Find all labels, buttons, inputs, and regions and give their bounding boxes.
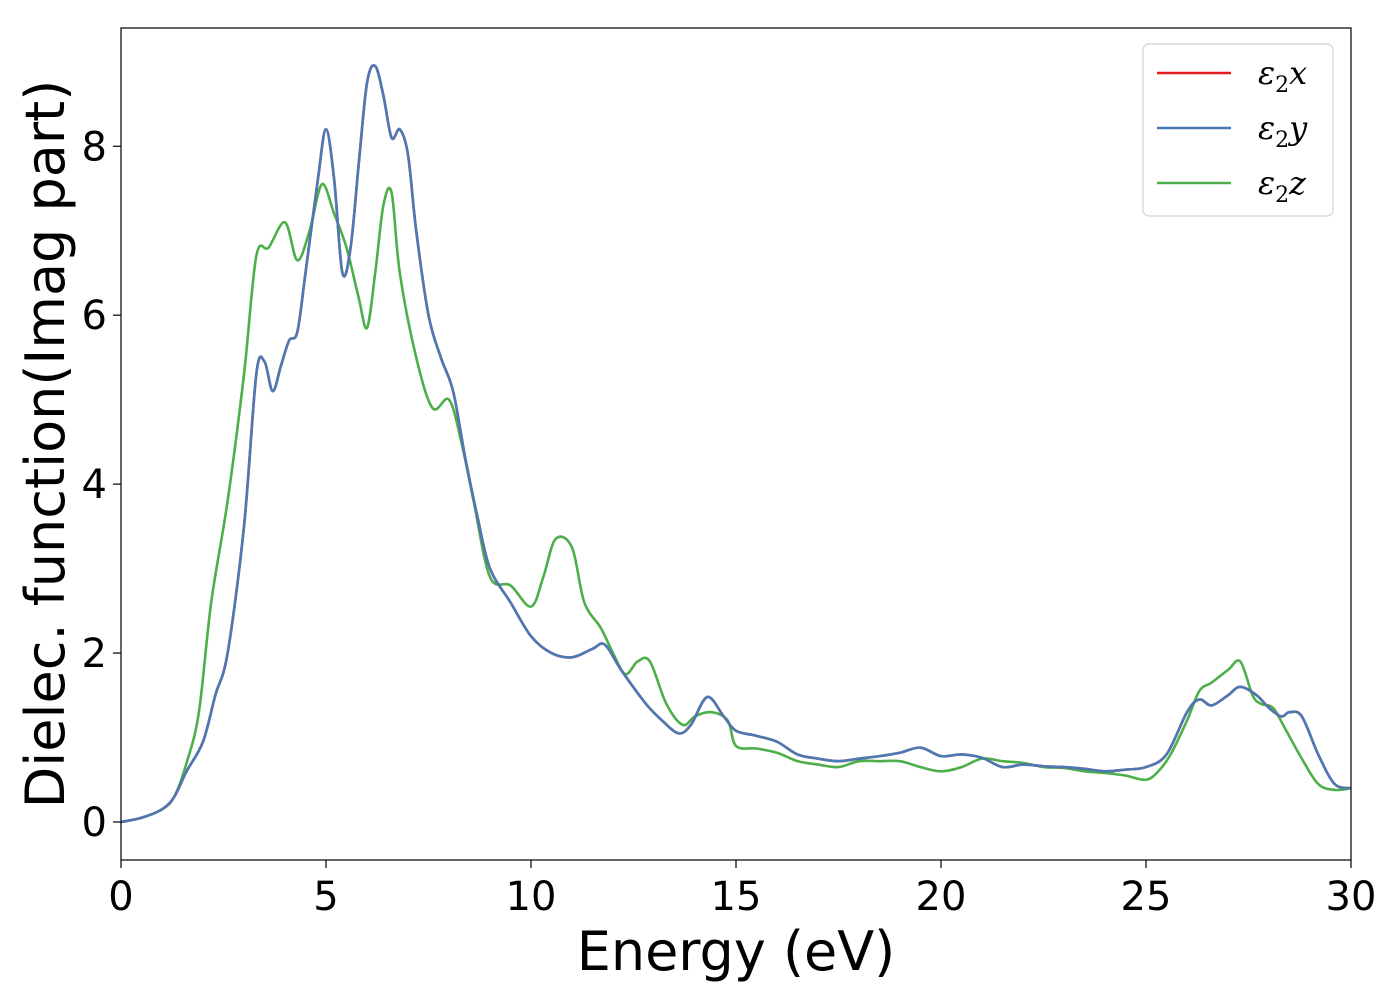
x-tick-label: 20 [916,874,967,920]
legend-label-eps2x: ε2x [1258,54,1307,98]
x-tick-label: 15 [711,874,762,920]
y-tick-label: 8 [82,124,107,170]
y-tick-label: 0 [82,800,107,846]
series-line-eps2z [120,182,1352,824]
legend-label-eps2z: ε2z [1258,164,1307,208]
x-tick-label: 5 [313,874,338,920]
y-tick-label: 6 [82,293,107,339]
x-tick-label: 30 [1326,874,1377,920]
x-tick-label: 25 [1121,874,1172,920]
legend: ε2x ε2y ε2z [1142,43,1334,217]
x-tick-label: 0 [108,874,133,920]
y-tick-label: 4 [82,462,107,508]
series-line-eps2y [120,64,1352,824]
x-axis-title: Energy (eV) [577,920,896,983]
x-axis-ticks: 0 5 10 15 20 25 30 [108,860,1376,920]
x-tick-label: 10 [506,874,557,920]
series-layer [120,64,1352,824]
legend-box [1142,43,1334,217]
y-axis-title: Dielec. function(Imag part) [14,80,77,809]
legend-entries: ε2x ε2y ε2z [1157,54,1308,208]
legend-label-eps2y: ε2y [1258,109,1308,153]
y-tick-label: 2 [82,631,107,677]
y-axis-ticks: 0 2 4 6 8 [82,124,121,846]
